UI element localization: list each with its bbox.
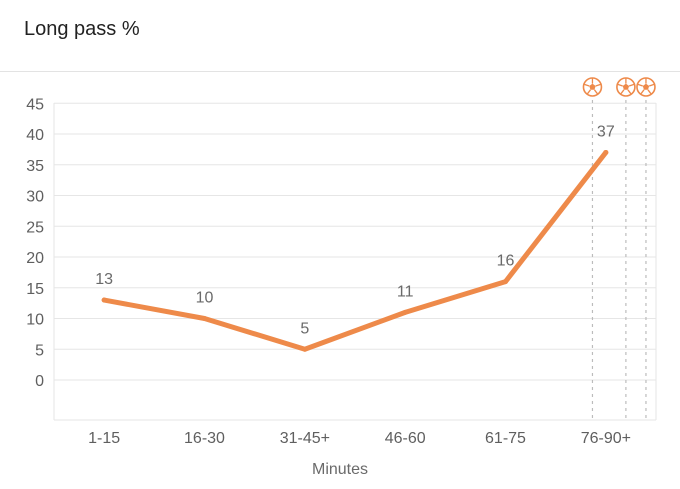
y-tick-label: 35 [26,158,44,175]
data-point [503,279,508,285]
x-tick-label: 1-15 [88,430,120,447]
x-tick-label: 61-75 [485,430,526,447]
data-labels: 13 10 5 11 16 37 [95,123,615,337]
x-axis-label: Minutes [312,461,368,478]
series-line [101,149,609,352]
data-point [101,297,107,303]
y-tick-label: 10 [26,312,44,329]
chart-title: Long pass % [24,18,140,40]
y-tick-label: 0 [35,373,44,390]
x-tick-label: 46-60 [385,430,426,447]
x-tick-label: 16-30 [184,430,225,447]
data-label: 5 [300,320,309,337]
gridlines [53,102,657,421]
x-tick-label: 76-90+ [581,430,631,447]
series-layer [101,149,609,352]
data-point [302,346,308,352]
x-tick-label: 31-45+ [280,430,330,447]
data-label: 13 [95,271,113,288]
data-point [603,149,609,155]
y-tick-label: 25 [26,219,44,236]
soccer-ball-icon [616,77,636,97]
data-label: 10 [196,290,214,307]
y-tick-label: 30 [26,189,44,206]
soccer-ball-icon [582,77,603,97]
data-point [402,309,408,315]
data-point [202,316,207,321]
y-tick-label: 20 [26,250,44,267]
y-axis-ticks: 0 5 10 15 20 25 30 35 40 45 [26,96,44,390]
y-tick-label: 40 [26,127,44,144]
y-tick-label: 15 [26,281,44,298]
goal-markers [582,77,656,420]
y-tick-label: 5 [35,342,44,359]
title-divider [0,71,680,72]
y-tick-label: 45 [26,96,44,113]
data-label: 16 [497,253,515,270]
data-label: 37 [597,123,615,140]
soccer-ball-icon [636,77,656,97]
data-label: 11 [397,283,414,300]
x-axis-ticks: 1-15 16-30 31-45+ 46-60 61-75 76-90+ [88,430,631,447]
